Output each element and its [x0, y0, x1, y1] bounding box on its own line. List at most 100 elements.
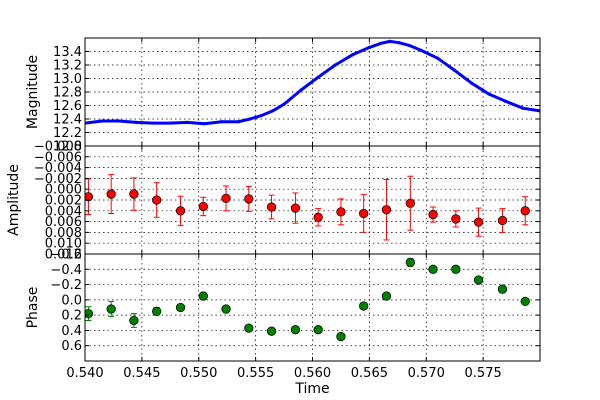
magnitude-point	[168, 121, 172, 125]
magnitude-point	[236, 120, 241, 124]
y-tick-label: −0.006	[34, 150, 82, 165]
magnitude-point	[436, 56, 440, 60]
y-tick-label: −0.008	[34, 140, 82, 155]
panel-amplitude: −0.008−0.006−0.004−0.0020.0000.0020.0040…	[6, 140, 541, 263]
magnitude-point	[271, 109, 275, 113]
phase-point	[313, 325, 323, 335]
phase-point	[152, 306, 162, 316]
magnitude-point	[259, 114, 263, 118]
amplitude-point	[175, 206, 186, 216]
magnitude-point	[407, 43, 411, 48]
phase-point	[451, 264, 461, 274]
amplitude-point	[244, 194, 254, 204]
x-tick-label: 0.555	[237, 366, 274, 381]
y-axis-label-amplitude: Amplitude	[6, 164, 22, 236]
y-tick-label: 12.0	[53, 140, 82, 155]
magnitude-point	[521, 106, 525, 110]
phase-point	[336, 331, 346, 342]
amplitude-point	[198, 201, 208, 212]
phase-point	[129, 315, 139, 326]
y-tick-label: 0.008	[45, 226, 82, 241]
magnitude-point	[350, 53, 354, 57]
y-tick-label: 0.004	[45, 204, 82, 219]
data-layer-amplitude	[85, 174, 530, 241]
phase-point	[405, 257, 415, 268]
phase-point	[497, 284, 508, 294]
phase-point	[428, 264, 438, 274]
phase-point	[359, 301, 369, 311]
x-tick-label: 0.570	[408, 366, 445, 381]
amplitude-point	[473, 217, 484, 227]
magnitude-point	[388, 39, 392, 43]
x-tick-label: 0.560	[294, 366, 331, 381]
magnitude-point	[470, 81, 474, 85]
y-tick-label: 0.010	[45, 237, 82, 252]
magnitude-point	[418, 48, 423, 52]
magnitude-point	[185, 120, 189, 124]
x-tick-label: 0.565	[351, 366, 388, 381]
x-tick-label: 0.545	[123, 366, 160, 381]
magnitude-point	[397, 41, 401, 45]
amplitude-point	[451, 214, 461, 224]
magnitude-point	[248, 117, 252, 121]
amplitude-point	[129, 189, 139, 199]
y-tick-label: 0.0	[61, 293, 82, 308]
magnitude-point	[299, 88, 303, 92]
phase-point	[266, 326, 277, 336]
magnitude-point	[100, 119, 104, 123]
phase-point	[106, 304, 116, 314]
magnitude-point	[316, 75, 320, 79]
amplitude-point	[359, 208, 369, 219]
phase-point	[290, 325, 301, 335]
x-tick-label: 0.540	[66, 366, 103, 381]
amplitude-point	[152, 195, 162, 205]
phase-point	[381, 291, 392, 301]
amplitude-point	[520, 206, 530, 216]
magnitude-point	[202, 122, 207, 126]
y-axis-label-magnitude: Magnitude	[25, 55, 41, 129]
amplitude-point	[85, 192, 94, 202]
y-tick-label: 12.6	[53, 99, 82, 114]
phase-point	[520, 296, 530, 307]
amplitude-point	[405, 198, 415, 208]
y-tick-label: −0.4	[50, 263, 82, 278]
magnitude-point	[117, 119, 121, 123]
y-tick-label: 13.4	[53, 45, 82, 60]
y-tick-label: −0.6	[50, 248, 82, 263]
magnitude-point	[219, 120, 224, 124]
y-tick-label: 0.006	[45, 215, 82, 230]
y-tick-label: 12.4	[53, 113, 82, 128]
x-tick-label: 0.575	[465, 366, 502, 381]
y-tick-label: 12.2	[53, 126, 82, 141]
data-layer-phase	[85, 257, 530, 342]
y-tick-label: −0.2	[50, 278, 82, 293]
amplitude-point	[381, 205, 392, 215]
x-axis-label: Time	[294, 381, 329, 397]
y-axis-label-phase: Phase	[25, 287, 41, 329]
phase-point	[244, 323, 254, 333]
amplitude-point	[313, 212, 323, 222]
amplitude-point	[497, 215, 508, 226]
phase-point	[221, 304, 231, 314]
panel-magnitude: 12.012.212.412.612.813.013.213.4 Magnitud…	[25, 37, 541, 155]
magnitude-point	[367, 45, 371, 50]
magnitude-point	[151, 121, 155, 125]
y-tick-label: 12.8	[53, 86, 82, 101]
phase-point	[473, 275, 484, 285]
amplitude-point	[428, 209, 438, 220]
y-tick-label: −0.004	[34, 161, 82, 176]
y-tick-label: 0.2	[61, 309, 82, 324]
y-tick-label: −0.002	[34, 172, 82, 187]
y-tick-label: 0.6	[61, 339, 82, 354]
magnitude-point	[333, 63, 337, 67]
y-tick-label: 13.0	[53, 72, 82, 87]
panel-phase: −0.6−0.4−0.20.00.20.40.6 Phase	[25, 248, 541, 362]
amplitude-point	[106, 189, 116, 199]
phase-point	[175, 302, 186, 313]
amplitude-point	[336, 207, 346, 217]
magnitude-point	[453, 68, 457, 72]
magnitude-point	[504, 99, 508, 104]
magnitude-point	[134, 120, 138, 124]
data-layer-magnitude	[85, 39, 540, 126]
